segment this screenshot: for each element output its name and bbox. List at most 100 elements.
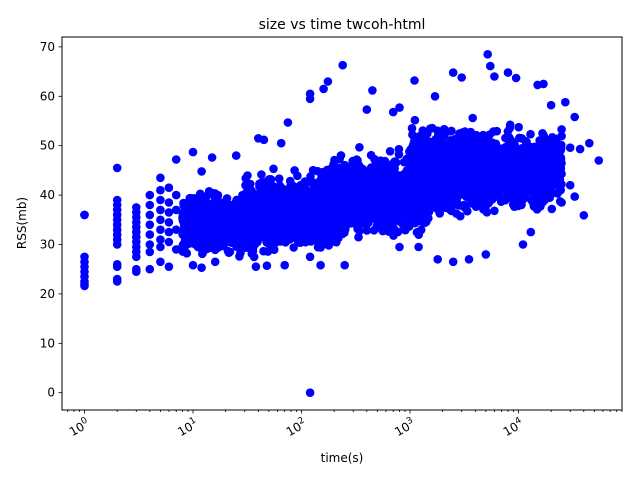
data-point [385, 147, 395, 156]
data-point [145, 247, 155, 257]
data-point [366, 150, 376, 160]
data-point [483, 190, 493, 200]
data-point [471, 202, 481, 211]
data-point [145, 210, 155, 220]
data-point [192, 205, 202, 215]
data-point [290, 166, 299, 175]
data-point [308, 179, 317, 188]
data-point [410, 115, 420, 125]
data-point [516, 170, 526, 180]
data-point [266, 175, 276, 184]
data-point [262, 238, 272, 247]
data-point [386, 219, 396, 228]
data-point [384, 195, 394, 205]
data-point [341, 225, 350, 234]
data-point [425, 196, 435, 205]
data-point [502, 164, 511, 174]
data-point [156, 173, 165, 183]
data-point [471, 192, 481, 201]
data-point [453, 147, 462, 156]
data-point [427, 151, 436, 161]
data-point [437, 166, 446, 175]
data-point [535, 144, 545, 153]
data-point [208, 188, 218, 198]
data-point [545, 185, 554, 195]
data-point [449, 138, 459, 148]
data-point [355, 173, 365, 182]
data-point [539, 171, 549, 181]
data-point [226, 200, 235, 210]
data-point [516, 162, 526, 172]
data-point [223, 213, 233, 223]
data-point [506, 157, 516, 167]
data-point [407, 178, 417, 187]
data-point [557, 180, 566, 189]
data-point [538, 129, 547, 138]
data-point [217, 203, 227, 212]
data-point [330, 166, 340, 175]
data-point [179, 201, 188, 210]
data-point [132, 267, 141, 277]
data-point [241, 243, 251, 252]
data-point [332, 189, 341, 199]
data-point [278, 184, 287, 193]
data-point [468, 113, 478, 123]
data-point [525, 159, 535, 169]
data-point [433, 154, 443, 163]
data-point [222, 194, 232, 203]
data-point [535, 136, 544, 145]
data-point [145, 200, 155, 210]
data-point [432, 180, 442, 190]
data-point [544, 145, 554, 154]
data-point [202, 203, 212, 213]
data-point [447, 174, 457, 183]
data-point [420, 138, 430, 148]
data-point [401, 225, 410, 235]
data-point [342, 165, 352, 174]
data-point [339, 189, 348, 198]
data-point [285, 188, 295, 197]
data-point [302, 211, 311, 220]
data-point [243, 195, 253, 205]
data-point [198, 224, 207, 233]
data-point [476, 142, 486, 151]
data-point [321, 204, 330, 213]
data-point [455, 201, 465, 210]
data-point [304, 192, 313, 201]
data-point [488, 154, 498, 164]
data-point [145, 230, 155, 239]
data-point [499, 177, 508, 186]
data-point [392, 213, 401, 222]
data-point [289, 243, 299, 252]
data-point [348, 182, 357, 192]
data-point [145, 190, 155, 200]
data-point [273, 208, 282, 217]
data-point [557, 131, 566, 141]
data-point [388, 206, 398, 215]
data-point [112, 163, 122, 173]
data-point [271, 228, 281, 238]
data-point [145, 220, 155, 229]
data-point [281, 238, 290, 247]
data-point [323, 176, 333, 186]
data-point [292, 233, 302, 243]
data-point [272, 217, 282, 227]
data-point [513, 195, 522, 204]
data-point [504, 133, 514, 142]
data-point [373, 166, 383, 176]
data-point [354, 232, 363, 242]
data-point [132, 252, 141, 262]
data-point [362, 226, 372, 235]
data-point [430, 139, 440, 149]
data-point [387, 160, 397, 170]
data-point [406, 196, 416, 205]
data-point [412, 228, 422, 237]
data-point [249, 252, 259, 262]
data-point [368, 171, 377, 181]
data-point [514, 122, 523, 132]
data-point [358, 181, 368, 191]
data-point [215, 227, 224, 236]
data-point [352, 155, 362, 164]
data-point [411, 208, 420, 218]
